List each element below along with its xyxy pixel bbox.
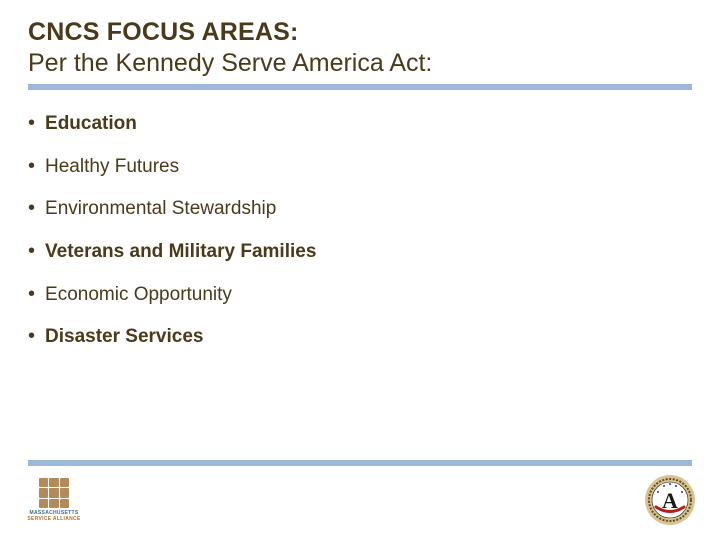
list-item: • Veterans and Military Families [28,240,692,265]
logo-americorps: A [644,474,696,526]
bullet-icon: • [28,198,35,218]
msa-grid-icon [39,478,69,508]
bottom-rule [28,460,692,466]
list-item: • Healthy Futures [28,155,692,180]
list-item: • Economic Opportunity [28,283,692,308]
bullet-icon: • [28,284,35,304]
list-item-label: Education [45,112,137,137]
list-item-label: Healthy Futures [45,155,179,180]
slide: CNCS FOCUS AREAS: Per the Kennedy Serve … [0,0,720,540]
list-item: • Disaster Services [28,325,692,350]
title-line1: CNCS FOCUS AREAS: [28,18,692,47]
bullet-icon: • [28,156,35,176]
title-line2: Per the Kennedy Serve America Act: [28,49,692,78]
logo-msa: MASSACHUSETTS SERVICE ALLIANCE [24,475,84,525]
msa-caption-2: SERVICE ALLIANCE [27,516,80,522]
title-underline [28,84,692,90]
title-block: CNCS FOCUS AREAS: Per the Kennedy Serve … [28,18,692,90]
bullet-icon: • [28,326,35,346]
list-item-label: Economic Opportunity [45,283,232,308]
bullet-list: • Education • Healthy Futures • Environm… [28,112,692,350]
list-item-label: Environmental Stewardship [45,197,276,222]
list-item: • Education [28,112,692,137]
list-item: • Environmental Stewardship [28,197,692,222]
list-item-label: Veterans and Military Families [45,240,316,265]
footer: MASSACHUSETTS SERVICE ALLIANCE A [24,474,696,526]
americorps-seal-icon: A [644,474,696,526]
bullet-icon: • [28,241,35,261]
list-item-label: Disaster Services [45,325,203,350]
bullet-icon: • [28,113,35,133]
